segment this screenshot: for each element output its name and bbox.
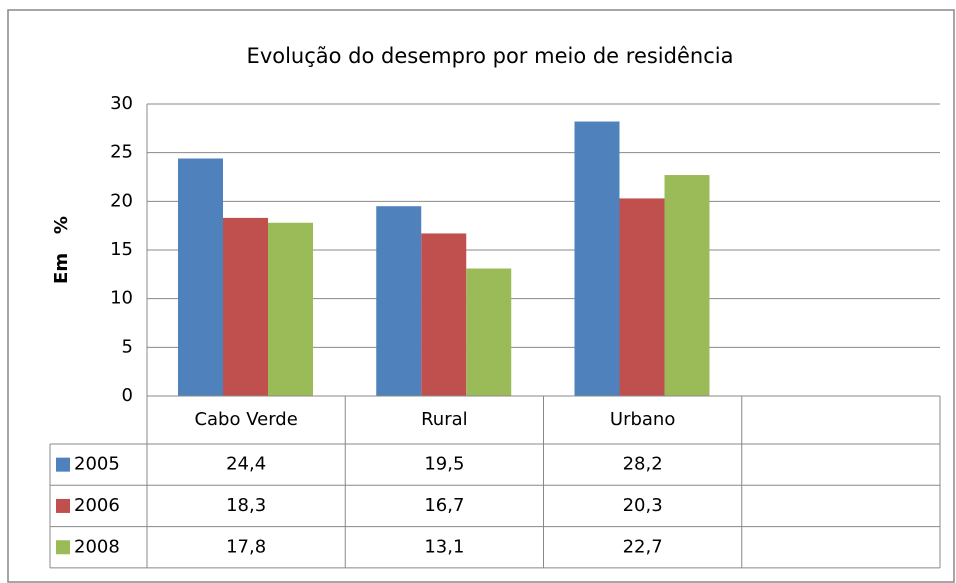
bar [376,206,422,396]
legend-label: 2008 [74,536,120,557]
y-tick-label: 25 [110,142,133,163]
table-cell: 17,8 [226,536,266,557]
x-tick-label: Rural [421,409,468,430]
y-axis-label: Em % [51,216,72,284]
y-tick-label: 10 [110,288,133,309]
y-tick-label: 5 [122,336,133,357]
table-cell: 22,7 [623,536,663,557]
x-tick-label: Cabo Verde [194,409,297,430]
bar [664,175,710,396]
legend-key [56,540,70,555]
table-cell: 19,5 [424,454,464,475]
y-tick-label: 20 [110,190,133,211]
bar [178,158,223,396]
table-cell: 20,3 [623,495,663,516]
y-tick-label: 0 [122,385,133,406]
chart-title: Evolução do desempro por meio de residên… [247,44,734,68]
y-tick-label: 15 [110,239,133,260]
table-cell: 13,1 [424,536,464,557]
table-cell: 24,4 [226,454,266,475]
legend-key [56,498,70,513]
bar [619,198,665,396]
bar [466,268,512,396]
table-cell: 16,7 [424,495,464,516]
x-tick-label: Urbano [610,409,675,430]
y-tick-label: 30 [110,93,133,114]
bar [223,217,268,396]
legend-key [56,457,70,472]
bar [421,233,467,396]
legend-label: 2005 [74,454,120,475]
bar [574,121,620,397]
legend-label: 2006 [74,495,120,516]
table-cell: 18,3 [226,495,266,516]
table-cell: 28,2 [623,454,663,475]
bar [268,222,313,396]
